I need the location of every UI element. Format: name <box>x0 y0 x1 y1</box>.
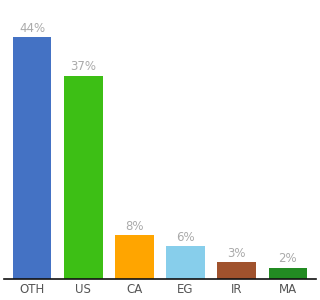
Bar <box>268 268 307 279</box>
Text: 6%: 6% <box>176 230 195 244</box>
Bar <box>166 246 205 279</box>
Text: 8%: 8% <box>125 220 144 232</box>
Text: 37%: 37% <box>70 60 96 73</box>
Text: 3%: 3% <box>228 247 246 260</box>
Bar <box>115 235 154 279</box>
Text: 2%: 2% <box>278 253 297 266</box>
Bar <box>218 262 256 279</box>
Bar <box>64 76 102 279</box>
Bar <box>13 37 52 279</box>
Text: 44%: 44% <box>19 22 45 35</box>
